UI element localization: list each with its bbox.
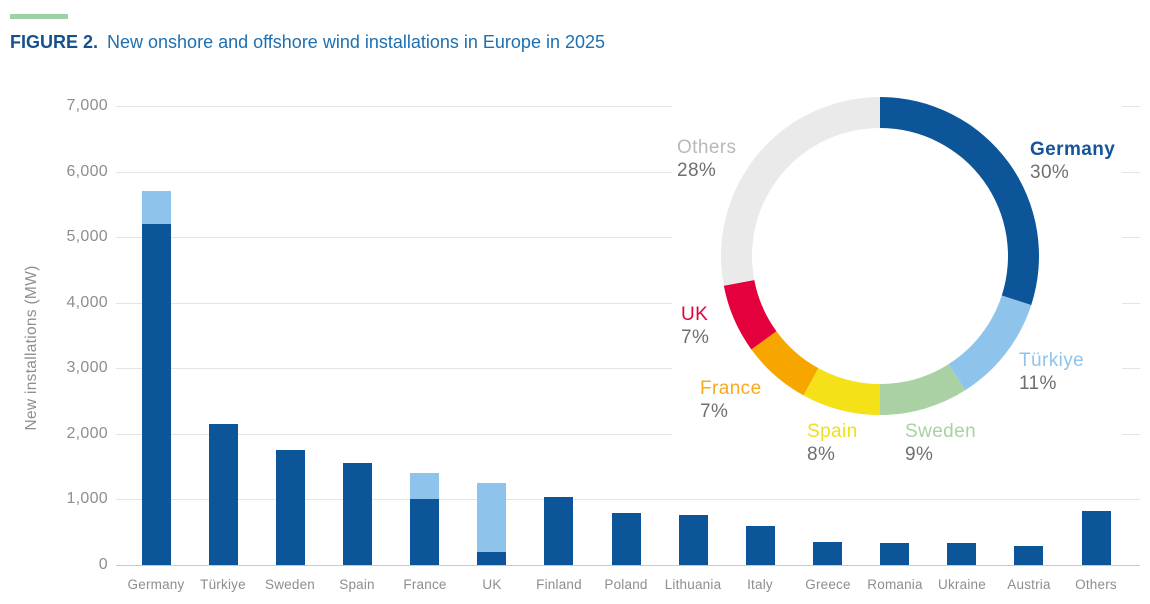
- bar-offshore-uk: [477, 483, 506, 552]
- x-tick-label: Germany: [127, 577, 185, 592]
- x-tick-label: Ukraine: [938, 577, 986, 592]
- donut-label-name: Spain: [807, 421, 858, 442]
- bar-onshore-greece: [813, 542, 842, 565]
- bar-onshore-poland: [612, 513, 641, 565]
- accent-bar: [10, 14, 68, 19]
- x-tick-label: Spain: [339, 577, 375, 592]
- x-tick-label: Italy: [747, 577, 773, 592]
- donut-label-name: Sweden: [905, 421, 977, 442]
- donut-slice-türkiye: [948, 295, 1032, 391]
- bar-onshore-türkiye: [209, 424, 238, 565]
- bar-offshore-france: [410, 473, 439, 499]
- bar-onshore-austria: [1014, 546, 1043, 565]
- x-tick-label: Türkiye: [200, 577, 246, 592]
- donut-slice-germany: [880, 97, 1040, 306]
- y-tick-label: 3,000: [66, 359, 108, 376]
- gridline: [116, 303, 1140, 304]
- bar-onshore-uk: [477, 552, 506, 565]
- figure-label: FIGURE 2.: [10, 32, 99, 52]
- x-tick-label: Finland: [536, 577, 582, 592]
- bar-onshore-spain: [343, 463, 372, 565]
- donut-label-name: UK: [681, 304, 709, 325]
- donut-label-others: Others 28%: [677, 136, 736, 182]
- bar-onshore-finland: [544, 497, 573, 565]
- gridline: [116, 172, 1140, 173]
- x-tick-label: Poland: [604, 577, 648, 592]
- x-tick-label: Others: [1075, 577, 1117, 592]
- donut-label-name: Others: [677, 137, 737, 158]
- gridline: [116, 434, 1140, 435]
- bar-onshore-sweden: [276, 450, 305, 565]
- x-tick-label: UK: [482, 577, 502, 592]
- donut-label-france: France 7%: [700, 377, 762, 423]
- donut-label-percent: 30%: [1030, 162, 1070, 183]
- donut-label-name: Türkiye: [1019, 350, 1085, 371]
- x-tick-label: Greece: [805, 577, 851, 592]
- donut-label-percent: 7%: [681, 327, 710, 348]
- donut-label-percent: 9%: [905, 444, 934, 465]
- donut-label-percent: 11%: [1019, 373, 1057, 394]
- donut-slice-uk: [723, 279, 777, 350]
- donut-label-germany: Germany 30%: [1030, 138, 1115, 184]
- y-tick-label: 6,000: [66, 163, 108, 180]
- donut-label-türkiye: Türkiye 11%: [1019, 349, 1084, 395]
- donut-slice-sweden: [880, 364, 966, 415]
- x-tick-label: Austria: [1007, 577, 1051, 592]
- donut-label-uk: UK 7%: [681, 303, 709, 349]
- y-tick-label: 5,000: [66, 228, 108, 245]
- bar-onshore-france: [410, 499, 439, 565]
- bar-offshore-germany: [142, 191, 171, 224]
- y-tick-label: 2,000: [66, 425, 108, 442]
- gridline: [116, 106, 1140, 107]
- donut-label-name: Germany: [1030, 139, 1116, 160]
- y-tick-label: 0: [98, 556, 108, 573]
- donut-slice-spain: [803, 368, 880, 415]
- bar-onshore-romania: [880, 543, 909, 565]
- y-tick-label: 1,000: [66, 490, 108, 507]
- bar-onshore-others: [1082, 511, 1111, 565]
- gridline: [116, 499, 1140, 500]
- figure-title: New onshore and offshore wind installati…: [107, 32, 606, 52]
- donut-slice-france: [751, 331, 819, 396]
- x-tick-label: Romania: [867, 577, 923, 592]
- donut-slice-others: [721, 97, 880, 286]
- donut-chart: [721, 97, 1040, 415]
- y-tick-label: 7,000: [66, 97, 108, 114]
- x-tick-label: Lithuania: [664, 577, 722, 592]
- donut-label-name: France: [700, 378, 762, 399]
- bar-onshore-ukraine: [947, 543, 976, 565]
- x-tick-label: Sweden: [265, 577, 315, 592]
- figure-header: FIGURE 2. New onshore and offshore wind …: [10, 32, 605, 53]
- donut-label-percent: 7%: [700, 401, 729, 422]
- bar-onshore-germany: [142, 224, 171, 565]
- x-tick-label: France: [403, 577, 447, 592]
- y-tick-label: 4,000: [66, 294, 108, 311]
- bar-onshore-lithuania: [679, 515, 708, 565]
- gridline: [116, 565, 1140, 566]
- donut-label-spain: Spain 8%: [807, 420, 858, 466]
- donut-label-sweden: Sweden 9%: [905, 420, 976, 466]
- donut-label-percent: 28%: [677, 160, 717, 181]
- gridline: [116, 368, 1140, 369]
- gridline: [116, 237, 1140, 238]
- donut-label-percent: 8%: [807, 444, 836, 465]
- bar-onshore-italy: [746, 526, 775, 565]
